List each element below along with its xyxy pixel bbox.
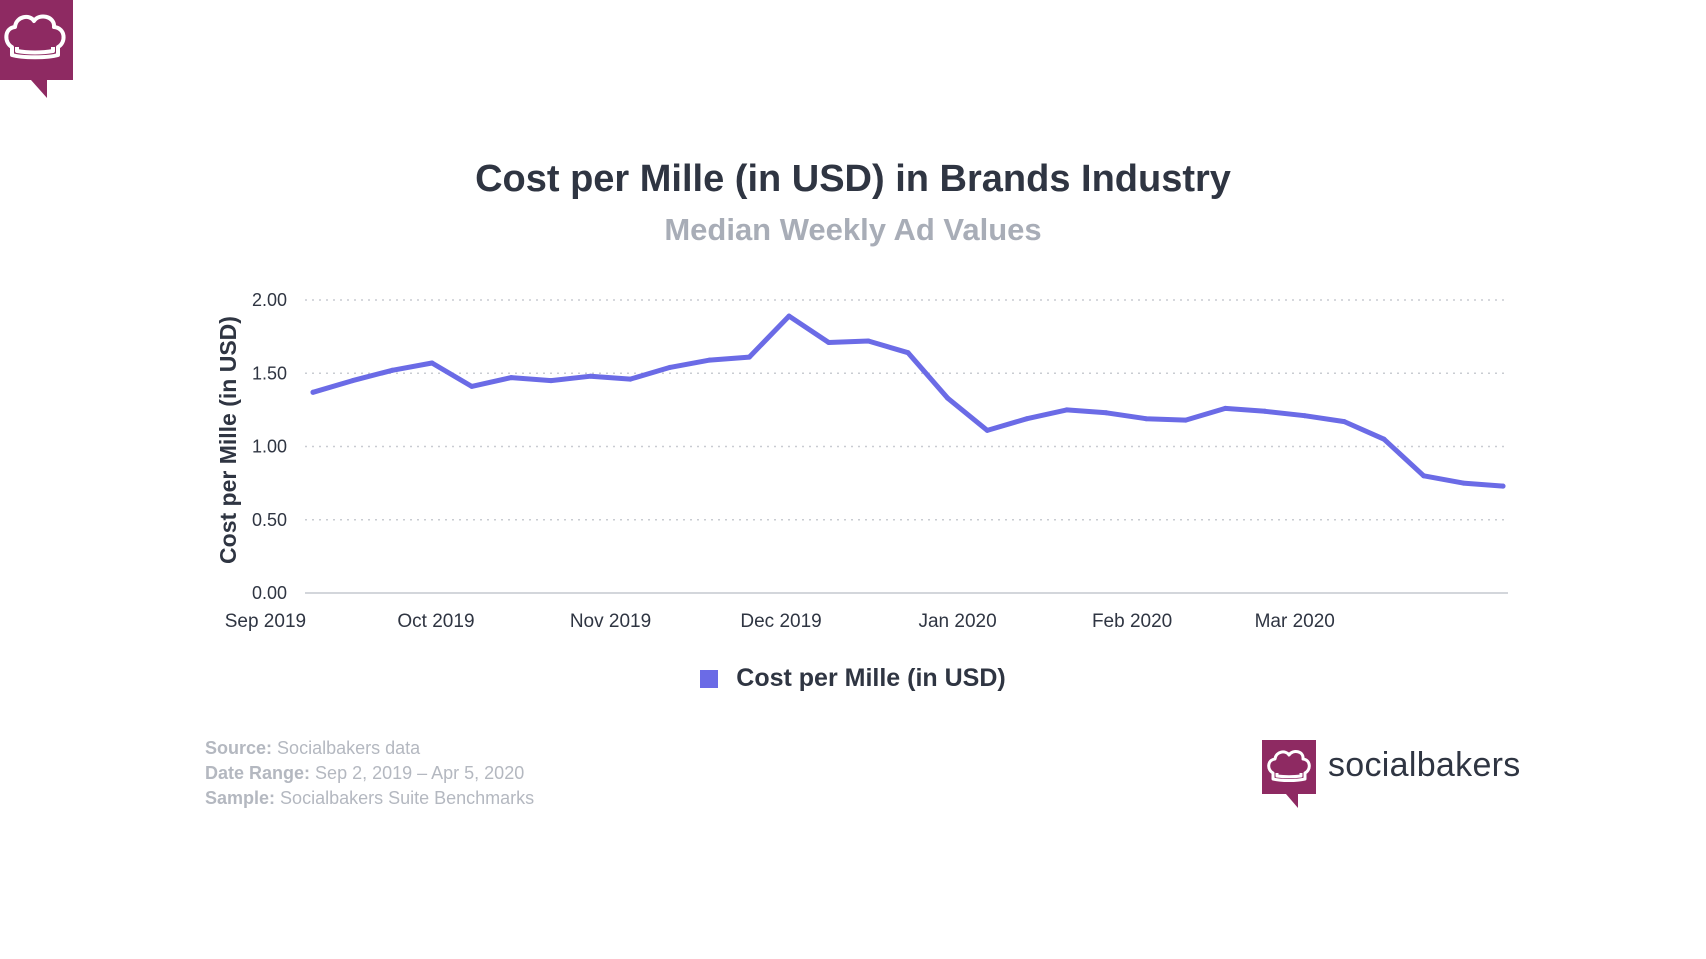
x-tick-label: Jan 2020 (918, 611, 996, 632)
data-point-3 (429, 360, 435, 366)
x-tick-label: Mar 2020 (1255, 611, 1335, 632)
chart-legend: Cost per Mille (in USD) (0, 664, 1706, 693)
chef-hat-outline (4, 14, 66, 60)
data-point-19 (1064, 407, 1070, 413)
data-point-5 (508, 375, 514, 381)
data-point-10 (707, 357, 713, 363)
footer-source: Source: Socialbakers data (205, 736, 534, 761)
footer-sample-value: Socialbakers Suite Benchmarks (280, 788, 535, 808)
x-tick-label: Nov 2019 (570, 611, 651, 632)
footer-range-key: Date Range: (205, 763, 311, 783)
corner-brand-logo-icon (0, 0, 73, 98)
data-point-11 (746, 354, 752, 360)
chart-title: Cost per Mille (in USD) in Brands Indust… (475, 158, 1231, 200)
data-point-6 (548, 378, 554, 384)
x-tick-label: Oct 2019 (397, 611, 474, 632)
y-tick-label: 1.50 (252, 363, 287, 383)
data-point-30 (1500, 483, 1506, 489)
data-point-14 (865, 338, 871, 344)
legend-label: Cost per Mille (in USD) (736, 664, 1006, 692)
data-point-18 (1024, 416, 1030, 422)
data-point-2 (389, 367, 395, 373)
footer-notes: Source: Socialbakers data Date Range: Se… (205, 736, 534, 811)
data-point-25 (1302, 413, 1308, 419)
x-tick-label: Dec 2019 (740, 611, 821, 632)
data-point-24 (1262, 408, 1268, 414)
data-point-29 (1460, 480, 1466, 486)
data-points (310, 313, 1506, 489)
y-tick-label: 0.00 (252, 583, 287, 603)
y-axis-ticks: 0.00 0.50 1.00 1.50 2.00 (252, 290, 287, 603)
data-point-8 (627, 376, 633, 382)
data-point-9 (667, 364, 673, 370)
footer-sample: Sample: Socialbakers Suite Benchmarks (205, 786, 534, 811)
series-line-cost-per-mille (310, 313, 1506, 489)
data-point-0 (310, 389, 316, 395)
y-tick-label: 0.50 (252, 510, 287, 530)
data-point-15 (905, 350, 911, 356)
data-point-21 (1143, 416, 1149, 422)
y-axis-label: Cost per Mille (in USD) (215, 316, 241, 564)
data-point-4 (469, 383, 475, 389)
footer-source-key: Source: (205, 738, 273, 758)
x-tick-label: Sep 2019 (225, 611, 306, 632)
y-tick-label: 2.00 (252, 290, 287, 310)
data-point-16 (945, 395, 951, 401)
brand-chef-hat-outline (1267, 750, 1311, 782)
data-point-12 (786, 313, 792, 319)
data-point-27 (1381, 436, 1387, 442)
data-point-22 (1183, 417, 1189, 423)
x-tick-label: Feb 2020 (1092, 611, 1172, 632)
footer-range-value: Sep 2, 2019 – Apr 5, 2020 (315, 763, 525, 783)
brand-name: socialbakers (1328, 746, 1521, 784)
brand-logo: socialbakers (1262, 740, 1521, 808)
data-point-23 (1222, 405, 1228, 411)
x-axis-ticks: Sep 2019 Oct 2019 Nov 2019 Dec 2019 Jan 2020… (225, 611, 1335, 632)
data-point-7 (588, 373, 594, 379)
data-point-13 (826, 340, 832, 345)
brand-badge-shape (1262, 740, 1316, 808)
chart-subtitle: Median Weekly Ad Values (664, 212, 1042, 247)
grid-lines (305, 299, 1508, 521)
y-tick-label: 1.00 (252, 437, 287, 457)
footer-sample-key: Sample: (205, 788, 276, 808)
data-point-1 (350, 378, 356, 384)
footer-date-range: Date Range: Sep 2, 2019 – Apr 5, 2020 (205, 761, 534, 786)
data-point-20 (1103, 410, 1109, 416)
chef-hat-speech-bubble-icon (1262, 740, 1316, 808)
footer-source-value: Socialbakers data (277, 738, 421, 758)
data-point-17 (984, 427, 990, 433)
legend-swatch (700, 669, 719, 688)
data-point-28 (1421, 473, 1427, 479)
data-point-26 (1341, 419, 1347, 425)
